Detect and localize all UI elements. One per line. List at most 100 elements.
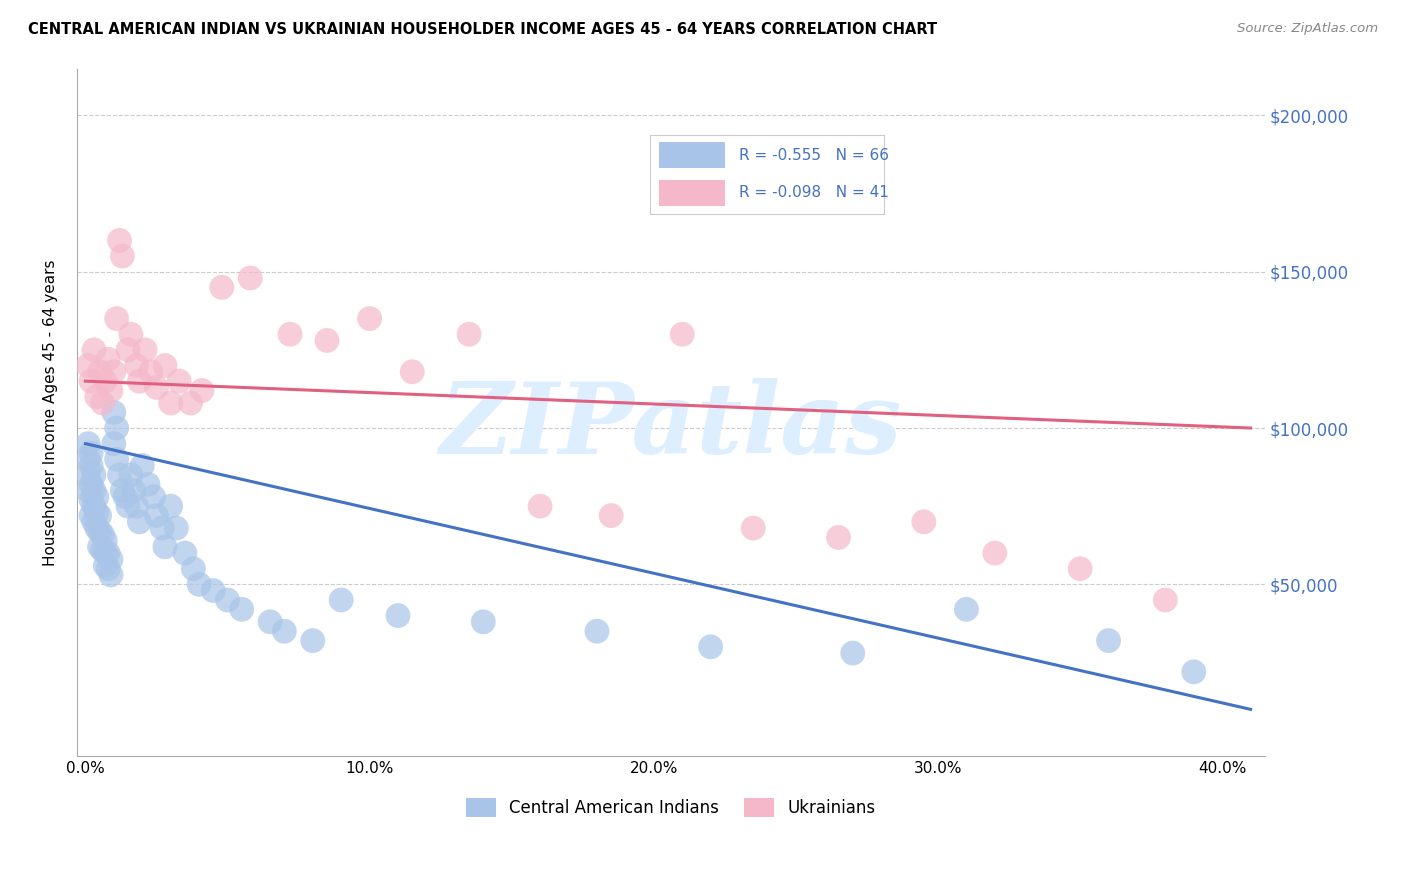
Point — [89, 365, 111, 379]
Point — [387, 608, 409, 623]
Point — [912, 515, 935, 529]
Point — [86, 390, 108, 404]
Point — [131, 458, 153, 473]
Point — [117, 499, 139, 513]
Point — [167, 374, 190, 388]
Point — [472, 615, 495, 629]
Point — [100, 384, 122, 398]
Point — [159, 396, 181, 410]
Point — [117, 343, 139, 357]
Text: R = -0.098   N = 41: R = -0.098 N = 41 — [738, 186, 889, 201]
Point — [217, 593, 239, 607]
Point — [188, 577, 211, 591]
Point — [699, 640, 721, 654]
Point — [145, 380, 167, 394]
Point — [1069, 562, 1091, 576]
Point — [77, 483, 100, 498]
Point — [153, 359, 176, 373]
Point — [103, 436, 125, 450]
Point — [984, 546, 1007, 560]
Point — [231, 602, 253, 616]
Point — [86, 490, 108, 504]
Point — [145, 508, 167, 523]
Point — [273, 624, 295, 639]
Point — [458, 327, 481, 342]
Point — [86, 505, 108, 519]
Point — [91, 527, 114, 541]
Point — [100, 552, 122, 566]
Point — [89, 524, 111, 538]
Bar — [659, 180, 724, 205]
Point — [128, 374, 150, 388]
Point — [278, 327, 301, 342]
Point — [111, 483, 134, 498]
Point — [80, 477, 103, 491]
Point — [586, 624, 609, 639]
Point — [80, 508, 103, 523]
Point — [114, 490, 136, 504]
Point — [153, 540, 176, 554]
Point — [239, 271, 262, 285]
Point — [83, 483, 105, 498]
Legend: Central American Indians, Ukrainians: Central American Indians, Ukrainians — [460, 791, 883, 823]
Point — [122, 483, 145, 498]
Point — [1182, 665, 1205, 679]
Point — [191, 384, 214, 398]
Point — [529, 499, 551, 513]
Text: Source: ZipAtlas.com: Source: ZipAtlas.com — [1237, 22, 1378, 36]
Point — [742, 521, 765, 535]
Point — [108, 234, 131, 248]
Point — [165, 521, 187, 535]
Point — [86, 521, 108, 535]
Point — [211, 280, 233, 294]
Point — [97, 352, 120, 367]
Point — [136, 477, 159, 491]
Text: CENTRAL AMERICAN INDIAN VS UKRAINIAN HOUSEHOLDER INCOME AGES 45 - 64 YEARS CORRE: CENTRAL AMERICAN INDIAN VS UKRAINIAN HOU… — [28, 22, 938, 37]
Point — [83, 499, 105, 513]
Point — [80, 492, 103, 507]
Point — [120, 467, 142, 482]
Point — [91, 543, 114, 558]
Point — [89, 508, 111, 523]
Point — [91, 396, 114, 410]
Point — [105, 311, 128, 326]
Point — [77, 452, 100, 467]
Point — [80, 374, 103, 388]
Point — [83, 343, 105, 357]
Point — [150, 521, 173, 535]
Y-axis label: Householder Income Ages 45 - 64 years: Householder Income Ages 45 - 64 years — [44, 260, 58, 566]
Bar — [659, 143, 724, 168]
Text: R = -0.555   N = 66: R = -0.555 N = 66 — [738, 147, 889, 162]
Point — [83, 515, 105, 529]
Point — [77, 359, 100, 373]
Point — [80, 446, 103, 460]
Point — [97, 562, 120, 576]
Point — [105, 421, 128, 435]
Point — [955, 602, 977, 616]
Point — [301, 633, 323, 648]
Point — [600, 508, 623, 523]
Point — [97, 546, 120, 560]
Point — [842, 646, 865, 660]
Point — [80, 458, 103, 473]
Point — [83, 467, 105, 482]
Point — [94, 374, 117, 388]
Point — [103, 405, 125, 419]
Point — [134, 343, 156, 357]
Point — [330, 593, 353, 607]
Point — [259, 615, 281, 629]
Point — [103, 365, 125, 379]
Point — [128, 515, 150, 529]
Point — [77, 436, 100, 450]
Point — [401, 365, 423, 379]
Point — [77, 467, 100, 482]
Point — [111, 249, 134, 263]
Point — [94, 546, 117, 560]
Point — [125, 359, 148, 373]
Point — [359, 311, 381, 326]
Point — [125, 499, 148, 513]
Point — [89, 540, 111, 554]
Point — [159, 499, 181, 513]
Point — [1097, 633, 1119, 648]
Point — [180, 396, 202, 410]
